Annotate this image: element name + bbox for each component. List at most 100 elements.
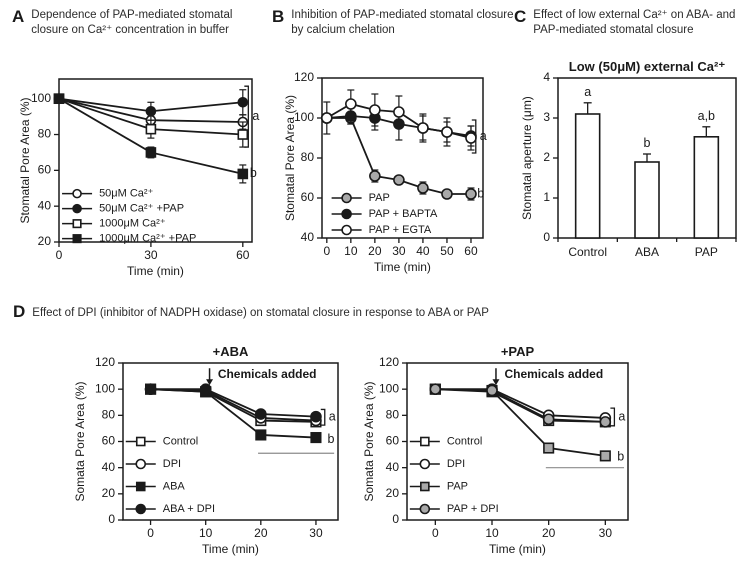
svg-text:Chemicals added: Chemicals added — [218, 367, 317, 381]
svg-text:4: 4 — [543, 70, 550, 84]
panel-b-header: B Inhibition of PAP-mediated stomatal cl… — [272, 7, 514, 37]
svg-text:30: 30 — [599, 526, 613, 540]
svg-text:40: 40 — [102, 460, 116, 474]
svg-text:20: 20 — [102, 486, 116, 500]
svg-text:100: 100 — [379, 381, 399, 395]
bar-control: a — [574, 85, 601, 239]
panel-d-title: Effect of DPI (inhibitor of NADPH oxidas… — [32, 307, 489, 319]
svg-text:Time (min): Time (min) — [202, 542, 259, 556]
svg-text:b: b — [644, 136, 651, 150]
svg-text:10: 10 — [199, 526, 213, 540]
chart-DL-series-2 — [145, 383, 322, 444]
svg-text:PAP + EGTA: PAP + EGTA — [369, 224, 432, 236]
svg-text:a: a — [252, 109, 259, 123]
chart-d-aba-plot: 0 20 40 60 80 100 120 Somata Pore Area (%) +ABA 0… — [73, 344, 339, 556]
svg-text:Somata Pore Area (%): Somata Pore Area (%) — [362, 381, 376, 501]
panel-d-header: D Effect of DPI (inhibitor of NADPH oxid… — [13, 302, 733, 322]
svg-text:40: 40 — [386, 460, 400, 474]
svg-text:20: 20 — [38, 234, 52, 248]
svg-text:PAP: PAP — [695, 245, 718, 259]
svg-text:1000μM Ca²⁺ +PAP: 1000μM Ca²⁺ +PAP — [99, 233, 196, 245]
chart-A-annotations: ab — [244, 85, 259, 180]
chart-B-series-2 — [321, 89, 477, 151]
chart-A-legend: 50μM Ca²⁺ 50μM Ca²⁺ +PAP 1000μM Ca²⁺ 1000μM… — [62, 188, 196, 245]
svg-text:1000μM Ca²⁺: 1000μM Ca²⁺ — [99, 218, 166, 230]
svg-text:50μM Ca²⁺: 50μM Ca²⁺ — [99, 188, 154, 200]
svg-text:20: 20 — [386, 486, 400, 500]
svg-text:PAP + BAPTA: PAP + BAPTA — [369, 208, 438, 220]
svg-text:60: 60 — [464, 244, 478, 258]
chart-DL-axes: 0 20 40 60 80 100 120 Somata Pore Area (%) +ABA 0… — [73, 344, 339, 556]
svg-text:100: 100 — [294, 110, 314, 124]
svg-text:120: 120 — [294, 70, 314, 84]
svg-text:Time (min): Time (min) — [374, 260, 431, 274]
panel-d-label: D — [13, 302, 26, 321]
svg-text:Somata Pore Area (%): Somata Pore Area (%) — [73, 381, 87, 501]
svg-text:a: a — [584, 85, 591, 99]
svg-text:0: 0 — [543, 230, 550, 244]
svg-text:60: 60 — [301, 190, 315, 204]
panel-b-label: B — [272, 7, 285, 26]
svg-text:Chemicals added: Chemicals added — [504, 367, 603, 381]
svg-text:ABA: ABA — [635, 245, 659, 259]
svg-text:3: 3 — [543, 110, 550, 124]
panel-c-label: C — [514, 7, 527, 26]
panel-c-title: Effect of low external Ca²⁺ on ABA- and … — [533, 9, 736, 36]
svg-text:10: 10 — [344, 244, 358, 258]
svg-text:20: 20 — [368, 244, 382, 258]
svg-text:a,b: a,b — [698, 109, 715, 123]
chart-DR-annotations: Chemicals added a b — [492, 367, 625, 469]
svg-text:100: 100 — [95, 381, 115, 395]
svg-text:60: 60 — [236, 248, 250, 262]
chart-DR-series-2 — [429, 383, 611, 462]
svg-text:20: 20 — [254, 526, 268, 540]
svg-text:PAP: PAP — [369, 192, 390, 204]
svg-text:80: 80 — [301, 150, 315, 164]
panel-a-header: A Dependence of PAP-mediated stomatal cl… — [12, 7, 264, 37]
svg-text:Stomatal Pore Area (%): Stomatal Pore Area (%) — [18, 97, 32, 223]
svg-text:80: 80 — [386, 408, 400, 422]
svg-text:50μM Ca²⁺ +PAP: 50μM Ca²⁺ +PAP — [99, 203, 184, 215]
svg-text:b: b — [477, 186, 484, 200]
svg-text:60: 60 — [102, 434, 116, 448]
svg-text:PAP: PAP — [447, 480, 468, 492]
svg-text:0: 0 — [56, 248, 63, 262]
svg-text:Time (min): Time (min) — [489, 542, 546, 556]
chart-c-bar-plot: 0 1 2 3 4 Stomatal aperture (μm) Low (50μM) ex… — [520, 59, 737, 259]
chart-DL-annotations: Chemicals added ab — [206, 367, 336, 454]
svg-text:60: 60 — [386, 434, 400, 448]
svg-text:120: 120 — [379, 355, 399, 369]
svg-text:40: 40 — [38, 198, 52, 212]
svg-text:b: b — [250, 166, 257, 180]
svg-text:120: 120 — [95, 355, 115, 369]
svg-text:a: a — [618, 409, 625, 423]
bar-pap: a,b — [693, 109, 720, 239]
svg-text:0: 0 — [147, 526, 154, 540]
chart-B-annotations: ab — [471, 119, 487, 200]
chart-B-axes: 40 60 80 100 120 Stomatal Pore Area (%) 0 10 20 3… — [283, 70, 484, 274]
svg-text:Control: Control — [568, 245, 607, 259]
svg-text:ABA + DPI: ABA + DPI — [163, 503, 215, 515]
svg-text:Stomatal aperture (μm): Stomatal aperture (μm) — [520, 96, 534, 220]
svg-text:80: 80 — [38, 127, 52, 141]
panel-c-header: C Effect of low external Ca²⁺ on ABA- an… — [514, 7, 746, 37]
svg-text:PAP + DPI: PAP + DPI — [447, 503, 499, 515]
svg-text:2: 2 — [543, 150, 550, 164]
svg-text:a: a — [329, 410, 336, 424]
chart-B-legend: PAP PAP + BAPTA PAP + EGTA — [331, 192, 438, 236]
chart-A-series-3 — [53, 93, 249, 184]
svg-text:60: 60 — [38, 163, 52, 177]
svg-text:b: b — [617, 449, 624, 463]
svg-text:40: 40 — [416, 244, 430, 258]
svg-text:0: 0 — [108, 512, 115, 526]
svg-text:0: 0 — [323, 244, 330, 258]
chart-DL-legend: Control DPI ABA ABA + DPI — [125, 435, 215, 515]
svg-text:40: 40 — [301, 230, 315, 244]
svg-text:Control: Control — [163, 435, 198, 447]
svg-text:Control: Control — [447, 435, 482, 447]
